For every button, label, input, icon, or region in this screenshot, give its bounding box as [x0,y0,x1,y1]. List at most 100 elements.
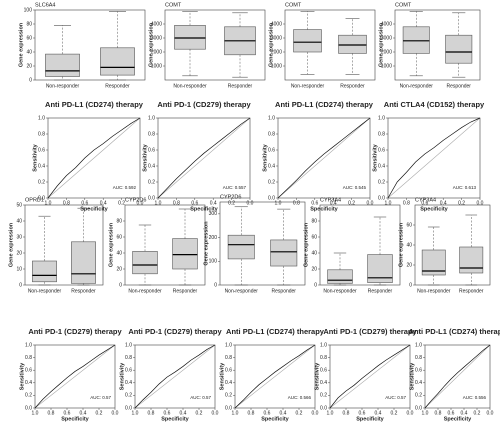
chart-title: Anti CTLA4 (CD152) therapy [384,100,485,109]
y-tick-label: 2000 [151,49,162,55]
y-tick-label: 0 [119,282,122,288]
y-axis-label: Gene expression [108,222,114,267]
y-tick-label: 2000 [271,49,282,55]
y-tick-label: 0.0 [225,405,232,411]
x-tick-label: 0.2 [348,200,355,206]
x-tick-label: 0.0 [137,200,144,206]
y-tick-label: 0.4 [320,380,327,386]
plot-frame [34,344,116,409]
x-tick-label: 0.0 [212,410,219,416]
y-axis-label: Gene expression [148,22,154,67]
y-tick-label: 40 [26,49,32,55]
auc-annotation: AUC: 0.57 [90,395,111,400]
plot-frame [277,117,371,199]
y-axis-label: Gene expression [8,222,14,267]
y-tick-label: 3000 [271,35,282,41]
box [445,34,473,64]
x-tick-label: 0.4 [80,410,87,416]
x-tick-label: 0.0 [112,410,119,416]
y-axis-label: Gene expression [18,22,24,67]
y-axis-label: Sensitivity [19,362,25,390]
y-tick-label: 0.6 [25,368,32,374]
x-tick-label: 0.2 [96,410,103,416]
y-tick-label: 0.8 [415,355,422,361]
y-tick-label: 60 [406,222,412,228]
y-tick-label: 20 [406,262,412,268]
x-tick-label: 0.2 [118,200,125,206]
box [270,239,298,267]
x-tick-label: 0.0 [247,200,254,206]
x-tick-label: Non-responder [417,288,451,294]
x-tick-label: 0.4 [440,200,447,206]
x-tick-label: Responder [173,288,198,294]
box [421,249,446,276]
y-axis-label: Sensitivity [314,362,320,390]
auc-annotation: AUC: 0.566 [288,395,312,400]
x-tick-label: Non-responder [128,288,162,294]
x-tick-label: Non-responder [173,83,207,89]
box [338,34,367,54]
y-tick-label: 80 [116,218,122,224]
y-axis-label: Sensitivity [32,143,38,171]
y-tick-label: 2000 [381,49,392,55]
y-tick-label: 0.6 [225,368,232,374]
roc-curve [157,117,251,199]
x-tick-label: 0.0 [477,200,484,206]
reference-diagonal [329,344,411,409]
box [71,241,96,284]
box [132,251,158,275]
x-tick-label: 1.0 [275,200,282,206]
y-tick-label: 40 [406,242,412,248]
plot-frame [284,9,376,81]
x-tick-label: Non-responder [323,288,357,294]
plot-frame [47,117,141,199]
y-tick-label: 4000 [151,21,162,27]
x-tick-label: 0.4 [210,200,217,206]
y-axis-label: Sensitivity [409,362,415,390]
y-tick-label: 1000 [271,63,282,69]
y-tick-label: 0.8 [38,131,45,137]
x-tick-label: 0.4 [100,200,107,206]
y-tick-label: 0.4 [25,380,32,386]
x-tick-label: 0.6 [264,410,271,416]
x-tick-label: 0.0 [487,410,494,416]
box [293,29,322,53]
y-tick-label: 0.4 [38,163,45,169]
y-tick-label: 0.6 [320,368,327,374]
x-tick-label: Responder [71,288,96,294]
box [459,246,484,274]
y-tick-label: 0.8 [148,131,155,137]
y-tick-label: 1.0 [148,115,155,121]
roc-curve [234,344,316,409]
y-tick-label: 40 [16,218,22,224]
y-tick-label: 0.2 [225,393,232,399]
x-tick-label: Non-responder [46,83,80,89]
y-tick-label: 0.0 [125,405,132,411]
y-tick-label: 0.6 [268,147,275,153]
y-tick-label: 0.2 [125,393,132,399]
box [45,53,80,77]
auc-annotation: AUC: 0.557 [223,185,247,190]
auc-annotation: AUC: 0.57 [190,395,211,400]
x-tick-label: 0.0 [312,410,319,416]
x-axis-label: Specificity [356,416,384,422]
y-tick-label: 80 [311,218,317,224]
x-tick-label: 0.4 [280,410,287,416]
roc-curve [134,344,216,409]
y-tick-label: 1.0 [268,115,275,121]
x-tick-label: Responder [368,288,393,294]
roc-curve [424,344,491,409]
x-tick-label: 0.2 [228,200,235,206]
reference-diagonal [47,117,141,199]
y-tick-label: 0.0 [38,195,45,201]
y-axis-label: Sensitivity [119,362,125,390]
x-tick-label: 0.0 [407,410,414,416]
x-tick-label: 1.0 [327,410,334,416]
x-tick-label: 0.2 [296,410,303,416]
x-axis-label: Specificity [420,206,448,212]
plot-frame [219,201,306,286]
chart-title: COMT [395,2,412,8]
x-tick-label: 1.0 [132,410,139,416]
x-tick-label: 0.8 [293,200,300,206]
y-tick-label: 4000 [271,21,282,27]
